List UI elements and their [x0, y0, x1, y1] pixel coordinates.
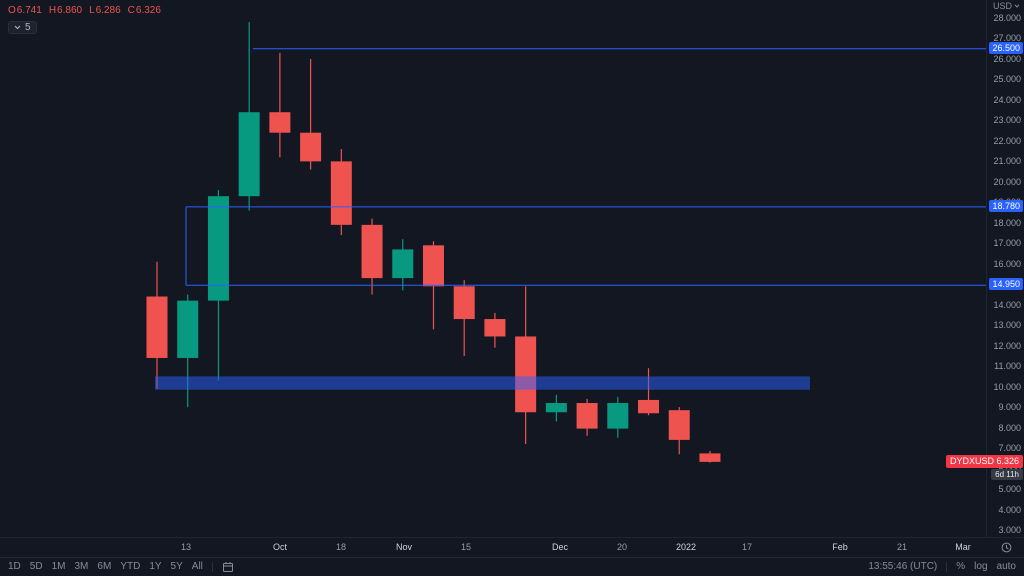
- price-tick-label: 11.000: [994, 361, 1021, 372]
- price-tick-label: 12.000: [993, 340, 1021, 351]
- time-tick-label: 18: [335, 542, 347, 552]
- currency-label: USD: [992, 1, 1012, 11]
- ohlc-low: L 6.286: [89, 5, 121, 16]
- price-axis[interactable]: 28.000 27.000 26.000 25.000 24.000 23.000 22.0…: [986, 0, 1024, 537]
- bar-countdown-label: 6d 11h: [991, 468, 1023, 480]
- price-tick-label: 9.000: [998, 402, 1021, 413]
- candle-body: [453, 286, 475, 320]
- range-1y-button[interactable]: 1Y: [149, 561, 162, 572]
- price-tick-label: 3.000: [998, 525, 1021, 535]
- price-tick-label: 7.000: [998, 443, 1021, 454]
- last-price-label: DYDXUSD 6.326: [945, 454, 1023, 468]
- price-line-axis-label: 26.500: [989, 41, 1023, 54]
- candle-body: [668, 410, 690, 440]
- candle-body: [300, 132, 322, 162]
- range-1d-button[interactable]: 1D: [8, 561, 21, 572]
- candle-body: [207, 196, 229, 301]
- legend-interval-button[interactable]: 5: [8, 21, 37, 34]
- price-tick-label: 28.000: [993, 13, 1021, 23]
- candle-body: [515, 336, 537, 413]
- time-tick-label: 17: [741, 542, 753, 552]
- price-tick-label: 20.000: [993, 176, 1021, 187]
- candle-body: [177, 300, 199, 358]
- ohlc-open: O 6.741: [8, 5, 42, 16]
- support-zone-drawing[interactable]: [155, 376, 810, 390]
- range-all-button[interactable]: All: [191, 561, 203, 572]
- range-switcher: 1D 5D 1M 3M 6M YTD 1Y 5Y All: [8, 558, 234, 576]
- chevron-down-icon: [14, 25, 21, 30]
- candle-body: [238, 112, 260, 197]
- range-ytd-button[interactable]: YTD: [120, 561, 141, 572]
- log-scale-button[interactable]: log: [974, 561, 988, 572]
- toolbar-divider: [211, 562, 213, 572]
- toolbar-divider: [946, 562, 948, 572]
- price-tick-label: 8.000: [998, 422, 1021, 433]
- candle-body: [607, 403, 629, 429]
- price-tick-label: 22.000: [993, 135, 1021, 146]
- candle-body: [545, 403, 567, 413]
- chevron-down-icon: [1014, 4, 1020, 8]
- candle-body: [484, 319, 506, 337]
- price-line-axis-label: 14.950: [989, 278, 1023, 291]
- price-tick-label: 23.000: [993, 115, 1021, 126]
- candle-body: [576, 403, 598, 429]
- price-tick-label: 25.000: [993, 74, 1021, 85]
- price-line-axis-label: 18.780: [989, 199, 1023, 212]
- ohlc-high: H 6.860: [48, 5, 83, 16]
- price-tick-label: 16.000: [993, 258, 1021, 269]
- price-tick-label: 5.000: [998, 484, 1021, 495]
- price-tick-label: 24.000: [993, 94, 1021, 105]
- ohlc-close: C 6.326: [127, 5, 161, 16]
- time-tick-label: 21: [896, 542, 908, 552]
- interval-label: 5: [25, 22, 31, 33]
- time-tick-label: Feb: [832, 542, 848, 552]
- ohlc-values: O 6.741 H 6.860 L 6.286 C 6.326: [8, 5, 161, 16]
- time-tick-label: Oct: [272, 542, 288, 552]
- go-to-date-calendar-icon[interactable]: [222, 561, 234, 573]
- candle-body: [638, 399, 660, 414]
- currency-selector[interactable]: USD: [990, 1, 1021, 12]
- time-tick-label: 2022: [675, 542, 697, 552]
- candle-body: [361, 224, 383, 279]
- range-6m-button[interactable]: 6M: [97, 561, 112, 572]
- range-1m-button[interactable]: 1M: [51, 561, 66, 572]
- price-tick-label: 14.000: [993, 299, 1021, 310]
- range-3m-button[interactable]: 3M: [74, 561, 89, 572]
- time-tick-label: Mar: [955, 542, 971, 552]
- range-5y-button[interactable]: 5Y: [170, 561, 183, 572]
- candle-body: [392, 249, 414, 279]
- time-axis[interactable]: 13 Oct 18 Nov 15 Dec 20 2022 17 Feb 21 Mar: [0, 537, 1024, 557]
- price-tick-label: 10.000: [993, 381, 1021, 392]
- ohlc-legend: O 6.741 H 6.860 L 6.286 C 6.326 5: [8, 5, 161, 35]
- price-tick-label: 17.000: [993, 238, 1021, 249]
- timezone-clock-icon[interactable]: [1001, 542, 1012, 553]
- bottom-toolbar: 1D 5D 1M 3M 6M YTD 1Y 5Y All 13:55:46 (U…: [0, 557, 1024, 576]
- time-tick-label: Nov: [395, 542, 413, 552]
- price-tick-label: 27.000: [993, 33, 1021, 44]
- chart-plot-area[interactable]: [0, 0, 986, 537]
- time-tick-label: 20: [616, 542, 628, 552]
- candle-body: [146, 296, 168, 358]
- candle-body: [422, 245, 444, 287]
- time-tick-label: 15: [460, 542, 472, 552]
- price-tick-label: 6.000: [998, 464, 1021, 474]
- price-tick-label: 21.000: [993, 156, 1021, 167]
- price-tick-label: 18.000: [993, 217, 1021, 228]
- candle-body: [330, 161, 352, 225]
- time-tick-label: Dec: [551, 542, 569, 552]
- price-tick-label: 26.000: [993, 53, 1021, 64]
- candle-body: [269, 112, 291, 133]
- range-5d-button[interactable]: 5D: [29, 561, 43, 572]
- price-tick-label: 13.000: [993, 320, 1021, 331]
- candlestick-chart: [146, 22, 986, 463]
- server-clock[interactable]: 13:55:46 (UTC): [868, 561, 938, 572]
- price-tick-label: 4.000: [998, 504, 1021, 515]
- auto-scale-button[interactable]: auto: [996, 561, 1016, 572]
- candle-body: [699, 453, 721, 462]
- time-tick-label: 13: [180, 542, 192, 552]
- percent-scale-button[interactable]: %: [956, 561, 966, 572]
- scale-controls: 13:55:46 (UTC) % log auto: [868, 558, 1016, 576]
